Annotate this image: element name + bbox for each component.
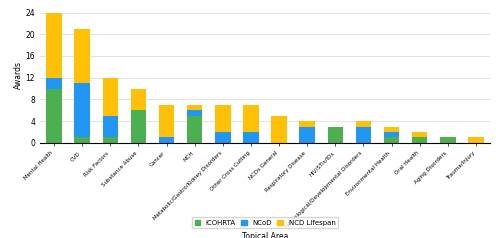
Bar [356,127,371,143]
Bar [46,78,62,89]
Y-axis label: Awards: Awards [14,61,22,89]
Legend: ICOHRTA, NCoD, NCD Lifespan: ICOHRTA, NCoD, NCD Lifespan [192,217,338,228]
Bar [215,132,230,143]
Bar [159,105,174,137]
Bar [130,89,146,110]
Bar [384,137,400,143]
Bar [384,127,400,132]
Bar [159,137,174,143]
Bar [300,121,315,127]
Bar [46,89,62,143]
Bar [74,29,90,83]
Bar [74,137,90,143]
Bar [384,132,400,137]
Bar [187,105,202,110]
Bar [102,116,118,137]
Bar [356,121,371,127]
Bar [130,110,146,143]
Bar [243,132,258,143]
Bar [187,110,202,116]
Bar [328,127,343,143]
Bar [412,132,428,137]
Bar [187,116,202,143]
Bar [215,105,230,132]
X-axis label: Topical Area: Topical Area [242,232,288,238]
Bar [102,78,118,116]
Bar [440,137,456,143]
Bar [300,127,315,143]
Bar [243,105,258,132]
Bar [102,137,118,143]
Bar [468,137,483,143]
Bar [46,13,62,78]
Bar [272,116,287,143]
Bar [74,83,90,137]
Bar [412,137,428,143]
